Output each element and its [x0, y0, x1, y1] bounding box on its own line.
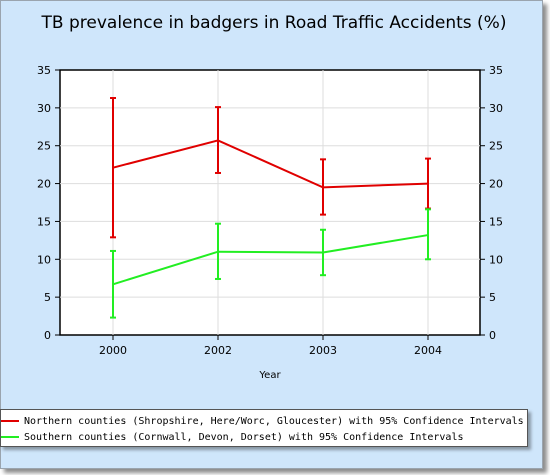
- legend-item-northern: Northern counties (Shropshire, Here/Worc…: [1, 413, 524, 429]
- y-tick-label-left: 25: [37, 140, 51, 153]
- legend-item-southern: Southern counties (Cornwall, Devon, Dors…: [1, 429, 464, 445]
- legend-swatch-southern: [1, 436, 19, 438]
- y-tick-label-right: 15: [489, 215, 503, 228]
- y-tick-label-left: 5: [44, 291, 51, 304]
- x-tick-label: 2003: [309, 344, 337, 357]
- y-tick-label-right: 20: [489, 178, 503, 191]
- y-tick-label-right: 10: [489, 253, 503, 266]
- legend: Northern counties (Shropshire, Here/Worc…: [0, 409, 528, 447]
- y-tick-label-right: 25: [489, 140, 503, 153]
- y-tick-label-left: 20: [37, 178, 51, 191]
- x-tick-label: 2004: [414, 344, 442, 357]
- y-tick-label-left: 15: [37, 215, 51, 228]
- x-tick-label: 2002: [204, 344, 232, 357]
- y-tick-label-right: 5: [489, 291, 496, 304]
- y-tick-label-left: 0: [44, 329, 51, 342]
- y-tick-label-right: 35: [489, 64, 503, 77]
- series: [110, 97, 431, 319]
- series-line-0: [112, 139, 429, 189]
- series-line-1: [112, 234, 429, 286]
- x-axis-label: Year: [258, 370, 281, 381]
- y-tick-label-left: 10: [37, 253, 51, 266]
- x-tick-label: 2000: [99, 344, 127, 357]
- y-tick-label-right: 0: [489, 329, 496, 342]
- y-tick-label-left: 30: [37, 102, 51, 115]
- y-tick-label-left: 35: [37, 64, 51, 77]
- y-tick-label-right: 30: [489, 102, 503, 115]
- axes: 0 0 5 5 10 10 15 15 20 20 25 25 30 30 35 35 2000 2002 2003…: [37, 64, 503, 357]
- legend-swatch-northern: [1, 420, 19, 422]
- chart-title: TB prevalence in badgers in Road Traffic…: [41, 13, 507, 33]
- legend-label-southern: Southern counties (Cornwall, Devon, Dors…: [24, 431, 464, 443]
- legend-label-northern: Northern counties (Shropshire, Here/Worc…: [24, 415, 524, 427]
- plot-area: [59, 69, 481, 336]
